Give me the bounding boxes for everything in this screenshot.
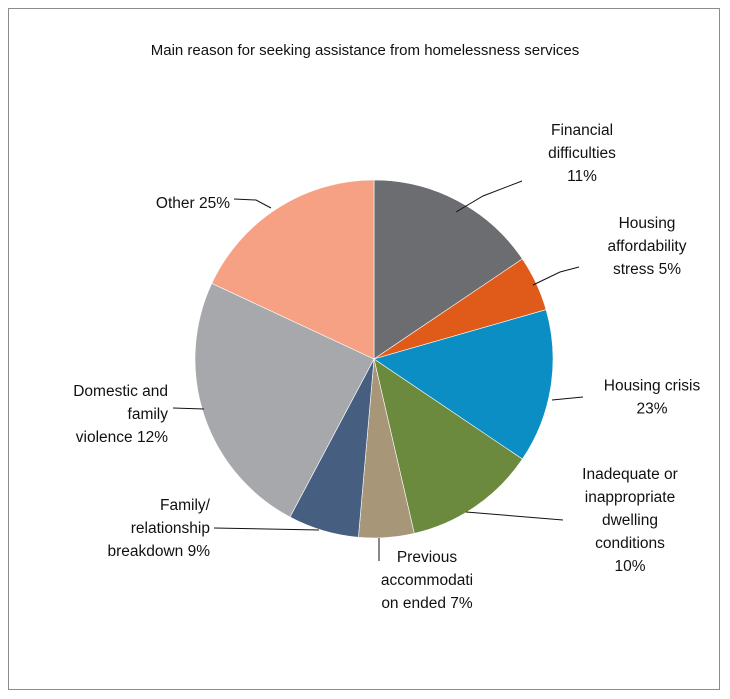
slice-label-line: 11%: [567, 168, 597, 185]
slice-label-line: Inadequate or: [582, 466, 678, 483]
leader-line-financial-difficulties: [455, 180, 523, 213]
leader-line-other: [233, 198, 272, 209]
slice-label-line: Other 25%: [156, 195, 230, 212]
slice-label-line: Housing crisis: [604, 378, 701, 395]
slice-label-line: Domestic and: [73, 383, 168, 400]
slice-label-line: relationship: [131, 520, 210, 537]
leader-line-family-relationship-breakdown: [213, 527, 320, 531]
leader-line-housing-affordability-stress: [532, 266, 580, 286]
pie-slice-inadequate-or-inappropriate-dwelling-conditions: [373, 358, 523, 534]
slice-label-line: dwelling: [602, 512, 658, 529]
slice-label-previous-accommodation-ended: Previous accommodati on ended 7%: [381, 549, 473, 612]
slice-label-line: Financial: [551, 122, 613, 139]
slice-label-line: conditions: [595, 535, 665, 552]
slice-label-line: breakdown 9%: [107, 543, 210, 560]
slice-label-line: violence 12%: [76, 429, 168, 446]
slice-label-other: Other 25%: [156, 195, 230, 212]
pie-slice-other: [211, 179, 375, 360]
slice-label-line: Family/: [160, 497, 211, 514]
slice-label-financial-difficulties: Financial difficulties 11%: [548, 122, 616, 185]
slice-label-line: Housing: [619, 215, 676, 232]
slice-label-housing-crisis: Housing crisis 23%: [604, 378, 701, 418]
slice-label-inadequate-or-inappropriate-dwelling-conditions: Inadequate or inappropriate dwelling condit…: [582, 466, 678, 575]
slice-label-housing-affordability-stress: Housing affordability stress 5%: [608, 215, 687, 278]
leader-line-inadequate-or-inappropriate-dwelling-conditions: [465, 511, 564, 521]
pie-slice-housing-crisis: [373, 309, 554, 460]
chart-title: Main reason for seeking assistance from …: [150, 42, 580, 59]
leader-line-domestic-and-family-violence: [172, 407, 205, 410]
slice-label-family-relationship-breakdown: Family/relationship breakdown 9%: [107, 497, 210, 560]
slice-label-line: Previous: [397, 549, 458, 566]
slice-label-line: accommodati: [381, 572, 473, 589]
slice-label-line: 10%: [614, 558, 645, 575]
slice-labels: Financial difficulties 11% Housing affordabi…: [73, 122, 700, 612]
slice-label-line: affordability: [608, 238, 687, 255]
pie-slice-domestic-and-family-violence: [194, 282, 375, 518]
slice-label-line: 23%: [636, 401, 667, 418]
pie-slice-financial-difficulties: [373, 179, 523, 360]
slice-label-line: inappropriate: [585, 489, 675, 506]
slice-label-domestic-and-family-violence: Domestic and family violence 12%: [73, 383, 168, 446]
pie-slices: [194, 179, 554, 539]
slice-label-line: on ended 7%: [381, 595, 473, 612]
slice-label-line: family: [128, 406, 169, 423]
label-leader-lines: [172, 180, 584, 561]
leader-line-housing-crisis: [551, 396, 584, 401]
slice-label-line: difficulties: [548, 145, 616, 162]
slice-label-line: stress 5%: [613, 261, 681, 278]
